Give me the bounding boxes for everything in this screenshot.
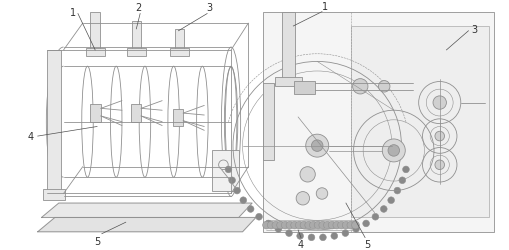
Circle shape — [351, 221, 359, 229]
Polygon shape — [38, 218, 256, 232]
Circle shape — [304, 221, 312, 229]
Bar — [262, 84, 274, 160]
Circle shape — [362, 220, 369, 227]
Circle shape — [380, 206, 386, 212]
Circle shape — [311, 140, 322, 152]
Circle shape — [286, 221, 293, 229]
Bar — [212, 151, 238, 191]
Circle shape — [233, 188, 240, 194]
Text: 3: 3 — [470, 25, 476, 35]
Circle shape — [229, 177, 235, 184]
Circle shape — [307, 234, 314, 241]
Text: 5: 5 — [363, 240, 370, 250]
Circle shape — [342, 221, 349, 229]
Circle shape — [318, 221, 326, 229]
Ellipse shape — [224, 68, 237, 176]
Circle shape — [352, 79, 367, 94]
Bar — [130, 105, 141, 122]
Circle shape — [247, 206, 253, 212]
Circle shape — [295, 221, 302, 229]
Text: 5: 5 — [94, 236, 100, 246]
Circle shape — [330, 233, 337, 239]
Bar — [294, 81, 315, 94]
Circle shape — [255, 214, 262, 220]
Bar — [47, 51, 61, 194]
Circle shape — [393, 188, 400, 194]
Bar — [350, 27, 489, 218]
Circle shape — [274, 226, 281, 232]
Bar — [174, 30, 184, 51]
Bar — [281, 12, 295, 81]
Circle shape — [352, 226, 359, 232]
Circle shape — [332, 221, 340, 229]
Circle shape — [300, 221, 307, 229]
Circle shape — [265, 220, 271, 227]
Bar — [131, 22, 141, 51]
Circle shape — [267, 221, 274, 229]
Text: 3: 3 — [206, 3, 212, 13]
Text: 1: 1 — [321, 2, 327, 12]
Circle shape — [296, 192, 309, 205]
Text: 1: 1 — [70, 8, 76, 18]
Circle shape — [271, 221, 279, 229]
Bar — [86, 49, 104, 56]
Text: 2: 2 — [135, 3, 141, 13]
Circle shape — [387, 145, 399, 156]
Circle shape — [296, 233, 303, 239]
Circle shape — [281, 221, 289, 229]
Circle shape — [434, 132, 444, 141]
Circle shape — [290, 221, 298, 229]
Circle shape — [239, 197, 246, 204]
Circle shape — [305, 134, 328, 158]
Circle shape — [285, 230, 292, 236]
Circle shape — [382, 140, 405, 162]
Text: 4: 4 — [27, 132, 34, 141]
Circle shape — [319, 234, 326, 241]
Circle shape — [378, 81, 389, 93]
Circle shape — [323, 221, 330, 229]
Circle shape — [432, 96, 445, 110]
Bar — [173, 110, 183, 127]
Bar — [90, 105, 101, 122]
Circle shape — [402, 166, 409, 173]
Circle shape — [434, 160, 444, 170]
Circle shape — [371, 214, 378, 220]
Circle shape — [309, 221, 317, 229]
Circle shape — [276, 221, 284, 229]
Bar — [274, 78, 301, 87]
Circle shape — [316, 188, 327, 200]
Circle shape — [398, 177, 405, 184]
Bar — [42, 189, 65, 200]
Circle shape — [337, 221, 345, 229]
Bar — [169, 49, 189, 56]
Circle shape — [346, 221, 354, 229]
Circle shape — [387, 197, 394, 204]
Text: 4: 4 — [297, 240, 303, 250]
Bar — [90, 12, 100, 51]
Bar — [262, 12, 493, 232]
Circle shape — [224, 166, 232, 173]
Ellipse shape — [221, 48, 240, 196]
Circle shape — [314, 221, 321, 229]
Circle shape — [328, 221, 335, 229]
Polygon shape — [41, 203, 251, 218]
Circle shape — [342, 230, 348, 236]
Circle shape — [299, 167, 315, 182]
Circle shape — [262, 221, 270, 229]
Bar — [127, 49, 146, 56]
